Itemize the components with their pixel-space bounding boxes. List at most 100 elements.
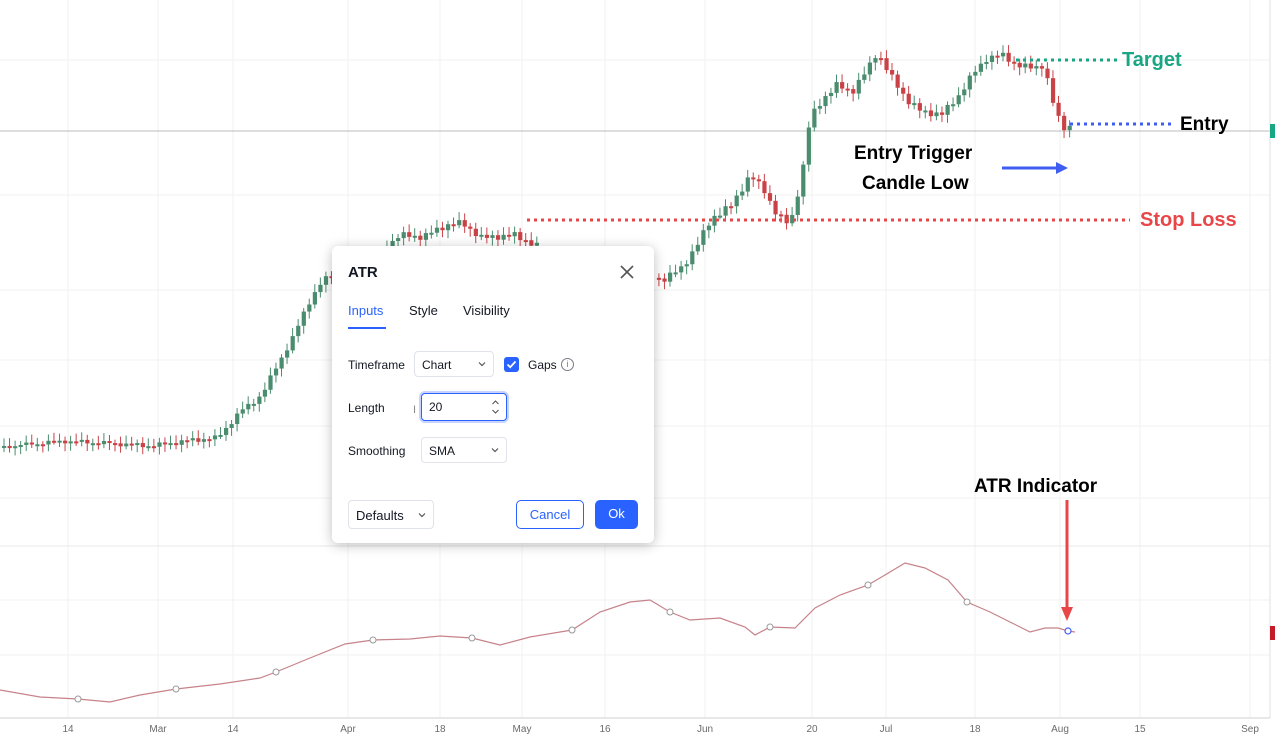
time-axis-label: Jun	[696, 724, 714, 735]
stepper-arrows-icon[interactable]	[491, 398, 500, 416]
candle-body	[107, 441, 112, 444]
candle-body	[157, 442, 162, 447]
candle-body	[679, 266, 684, 273]
timeframe-select[interactable]: Chart	[414, 351, 494, 377]
candle-body	[396, 238, 401, 241]
tab-inputs[interactable]: Inputs	[348, 303, 384, 318]
candle-body	[7, 445, 12, 449]
candle-body	[113, 443, 118, 446]
candle-body	[246, 403, 251, 410]
candle-body	[290, 336, 295, 351]
candle-body	[135, 443, 140, 446]
candle-body	[140, 443, 145, 448]
time-axis-label: 18	[969, 724, 981, 735]
dialog-title: ATR	[348, 264, 378, 281]
length-label: Length	[348, 401, 385, 415]
candle-body	[224, 427, 229, 435]
atr-marker	[272, 668, 280, 676]
gaps-checkbox[interactable]	[504, 357, 519, 372]
time-axis-label: May	[512, 724, 532, 735]
candle-body	[812, 108, 817, 128]
candle-body	[867, 62, 872, 75]
candle-body	[534, 242, 539, 246]
candle-body	[845, 88, 850, 91]
timeframe-label: Timeframe	[348, 358, 405, 372]
candle-body	[723, 206, 728, 216]
candle-body	[884, 58, 889, 71]
candle-body	[185, 440, 190, 443]
atr-marker	[963, 598, 971, 606]
candle-body	[318, 284, 323, 293]
candle-body	[1045, 68, 1050, 79]
time-axis-label: Jul	[879, 724, 893, 735]
candle-body	[96, 443, 101, 446]
candle-body	[978, 63, 983, 72]
candle-body	[218, 434, 223, 437]
candle-body	[823, 96, 828, 107]
entry-trigger-label: Entry Trigger	[854, 143, 973, 164]
atr-marker	[468, 634, 476, 642]
candle-body	[989, 55, 995, 62]
candle-body	[484, 234, 490, 238]
candle-body	[1023, 63, 1028, 68]
candle-body	[90, 443, 95, 446]
candle-body	[457, 220, 462, 226]
candle-body	[257, 396, 262, 404]
candle-low-label: Candle Low	[862, 173, 969, 194]
candle-body	[773, 200, 778, 215]
candle-body	[767, 193, 773, 201]
candle-body	[146, 446, 151, 449]
candle-body	[212, 435, 218, 440]
time-axis-label: Mar	[149, 724, 167, 735]
candle-body	[501, 234, 506, 240]
candle-body	[690, 251, 695, 265]
atr-marker	[766, 623, 774, 631]
candle-body	[451, 224, 456, 227]
candle-body	[995, 55, 1000, 58]
tab-style[interactable]: Style	[409, 303, 438, 318]
candle-body	[779, 214, 784, 217]
atr-marker	[74, 695, 82, 703]
candle-body	[446, 224, 451, 231]
smoothing-select[interactable]: SMA	[421, 437, 507, 463]
defaults-button[interactable]: Defaults	[348, 500, 434, 529]
candle-body	[878, 58, 884, 61]
candle-body	[862, 74, 867, 80]
candle-body	[151, 446, 157, 449]
close-icon[interactable]	[618, 263, 636, 281]
candle-body	[101, 441, 107, 445]
ok-button[interactable]: Ok	[595, 500, 638, 529]
candle-body	[1028, 63, 1033, 69]
candle-body	[512, 232, 517, 237]
candle-body	[656, 277, 662, 280]
candle-body	[240, 409, 245, 414]
candle-body	[1017, 62, 1022, 68]
gaps-label: Gaps	[528, 358, 557, 372]
atr-marker	[172, 685, 180, 693]
candle-body	[479, 234, 484, 237]
candle-body	[695, 244, 700, 252]
candle-body	[262, 389, 268, 397]
candle-body	[201, 439, 206, 442]
candle-body	[495, 235, 501, 240]
info-icon[interactable]: i	[561, 358, 574, 371]
atr-current-marker	[1064, 627, 1072, 635]
candle-body	[29, 442, 34, 445]
cancel-button[interactable]: Cancel	[516, 500, 584, 529]
candle-body	[928, 110, 934, 117]
chevron-down-icon	[418, 513, 426, 518]
candle-body	[229, 424, 234, 428]
length-stepper[interactable]: 20	[421, 393, 507, 421]
tab-visibility[interactable]: Visibility	[463, 303, 510, 318]
candle-body	[729, 206, 734, 209]
candle-body	[24, 442, 29, 445]
candle-body	[1062, 115, 1067, 131]
atr-indicator-label: ATR Indicator	[974, 476, 1098, 497]
smoothing-label: Smoothing	[348, 444, 406, 458]
atr-marker	[864, 581, 872, 589]
candle-body	[956, 95, 961, 105]
candle-body	[124, 443, 129, 447]
candle-body	[162, 442, 168, 445]
candle-body	[1006, 52, 1011, 62]
